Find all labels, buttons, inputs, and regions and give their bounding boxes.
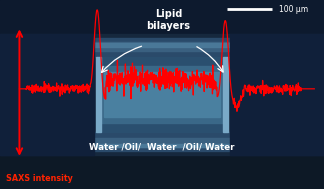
Text: SAXS intensity: SAXS intensity: [6, 174, 73, 183]
Text: Water /Oil/  Water  /Oil/ Water: Water /Oil/ Water /Oil/ Water: [89, 142, 235, 151]
Bar: [0, 155, 324, 189]
Bar: [0, 138, 324, 147]
Bar: [97, 57, 227, 132]
Bar: [0, 38, 324, 57]
Bar: [0, 34, 324, 155]
Text: Lipid
bilayers: Lipid bilayers: [146, 9, 191, 31]
Bar: [230, 34, 324, 155]
Bar: [104, 72, 220, 117]
Bar: [100, 66, 224, 123]
Bar: [223, 57, 228, 132]
Bar: [96, 57, 101, 132]
Text: 100 μm: 100 μm: [279, 5, 308, 14]
Bar: [0, 43, 324, 47]
Bar: [0, 132, 324, 151]
Bar: [0, 42, 324, 51]
Bar: [0, 34, 94, 155]
Bar: [0, 0, 324, 34]
Bar: [0, 144, 324, 147]
